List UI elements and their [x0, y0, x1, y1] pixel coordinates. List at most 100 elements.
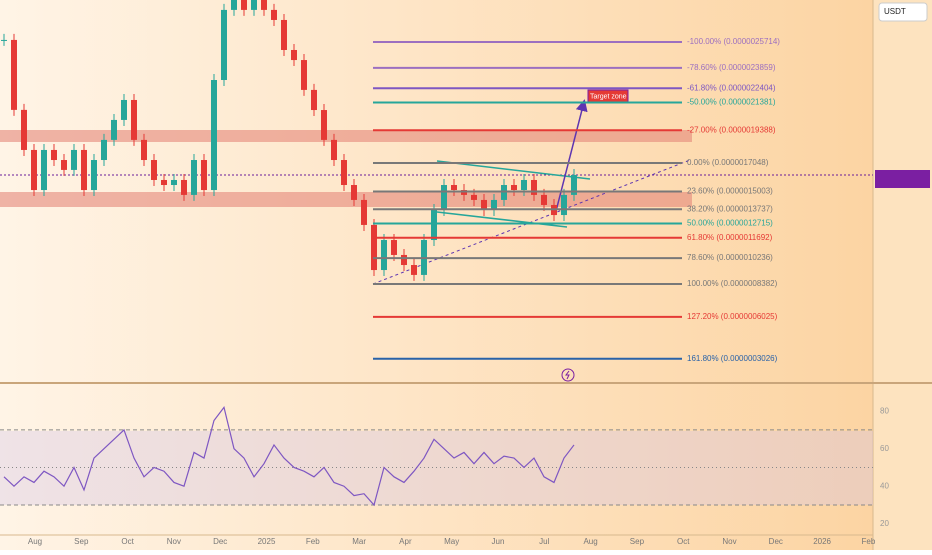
- candle: [91, 160, 97, 191]
- candle: [521, 179, 527, 191]
- candle: [211, 80, 217, 191]
- candle: [301, 60, 307, 90]
- candle: [11, 39, 17, 110]
- candle: [371, 224, 377, 271]
- unit-label: USDT: [884, 7, 906, 16]
- candle: [181, 179, 187, 195]
- fib-label: -100.00% (0.0000025714): [687, 37, 780, 46]
- candle: [431, 210, 437, 241]
- candle: [491, 199, 497, 211]
- fib-label: 100.00% (0.0000008382): [687, 279, 778, 288]
- candle: [21, 109, 27, 150]
- fib-label: 161.80% (0.0000003026): [687, 354, 778, 363]
- candle: [411, 265, 417, 275]
- x-tick-label: 2025: [258, 537, 276, 546]
- candle: [101, 139, 107, 161]
- candle: [511, 185, 517, 191]
- support-zone: [0, 192, 692, 207]
- candle: [161, 179, 167, 186]
- x-tick-label: Nov: [722, 537, 736, 546]
- x-tick-label: Feb: [306, 537, 320, 546]
- candle: [121, 99, 127, 120]
- candle: [231, 0, 237, 10]
- candle: [361, 199, 367, 225]
- projection-arrow: [554, 99, 588, 216]
- candle: [331, 139, 337, 161]
- candle: [261, 0, 267, 10]
- rsi-line: [3, 406, 575, 507]
- x-tick-label: 2026: [813, 537, 831, 546]
- x-tick-label: Oct: [121, 537, 134, 546]
- x-tick-label: Dec: [769, 537, 783, 546]
- candle: [351, 185, 357, 200]
- candle: [321, 110, 327, 140]
- candle: [481, 199, 487, 211]
- candle: [341, 160, 347, 186]
- candle: [191, 160, 197, 195]
- candle: [241, 0, 247, 10]
- candle: [171, 179, 177, 186]
- x-tick-label: Sep: [630, 537, 645, 546]
- fib-label: -50.00% (0.0000021381): [687, 98, 776, 107]
- unit-button[interactable]: [878, 2, 928, 22]
- candle: [1, 39, 7, 41]
- candle: [201, 160, 207, 191]
- candle: [531, 179, 537, 195]
- x-tick-label: Aug: [28, 537, 42, 546]
- x-tick-label: Apr: [399, 537, 412, 546]
- x-tick-label: Jul: [539, 537, 549, 546]
- candle: [251, 0, 257, 10]
- current-price-tag: [875, 170, 930, 188]
- candle: [151, 160, 157, 180]
- fib-label: 23.60% (0.0000015003): [687, 187, 773, 196]
- x-tick-label: Dec: [213, 537, 227, 546]
- candle: [141, 139, 147, 161]
- candle: [401, 254, 407, 266]
- resistance-zone: [0, 130, 692, 142]
- candle: [471, 194, 477, 200]
- candle: [271, 9, 277, 20]
- x-tick-label: Feb: [862, 537, 876, 546]
- candle: [291, 49, 297, 61]
- candle: [81, 149, 87, 191]
- candle: [311, 89, 317, 111]
- x-tick-label: Oct: [677, 537, 690, 546]
- candle: [131, 99, 137, 140]
- candle: [41, 149, 47, 191]
- fib-label: -27.00% (0.0000019388): [687, 125, 776, 134]
- price-axis: [873, 0, 932, 550]
- candle: [71, 149, 77, 170]
- x-tick-label: Nov: [167, 537, 181, 546]
- candle: [571, 174, 577, 195]
- rsi-band: [0, 431, 873, 505]
- candle: [391, 240, 397, 255]
- fib-label: -78.60% (0.0000023859): [687, 63, 776, 72]
- candle: [221, 9, 227, 81]
- event-icon[interactable]: [561, 368, 575, 382]
- rsi-tick-label: 40: [880, 481, 889, 490]
- candle: [561, 194, 567, 216]
- rsi-tick-label: 20: [880, 519, 889, 528]
- candle: [381, 240, 387, 271]
- fib-label: -61.80% (0.0000022404): [687, 83, 776, 92]
- x-tick-label: Mar: [352, 537, 366, 546]
- candle: [281, 19, 287, 50]
- x-tick-label: May: [444, 537, 459, 546]
- x-tick-label: Jun: [492, 537, 505, 546]
- fib-label: 38.20% (0.0000013737): [687, 204, 773, 213]
- fib-label: 78.60% (0.0000010236): [687, 253, 773, 262]
- candle: [451, 185, 457, 191]
- target-label: Target zone: [590, 93, 627, 100]
- fib-label: 50.00% (0.0000012715): [687, 219, 773, 228]
- candle: [51, 149, 57, 161]
- candle: [441, 185, 447, 211]
- event-bolt: [565, 370, 570, 380]
- candle: [61, 160, 67, 170]
- rsi-tick-label: 80: [880, 406, 889, 415]
- rsi-tick-label: 60: [880, 444, 889, 453]
- candle: [111, 119, 117, 140]
- candle: [31, 149, 37, 191]
